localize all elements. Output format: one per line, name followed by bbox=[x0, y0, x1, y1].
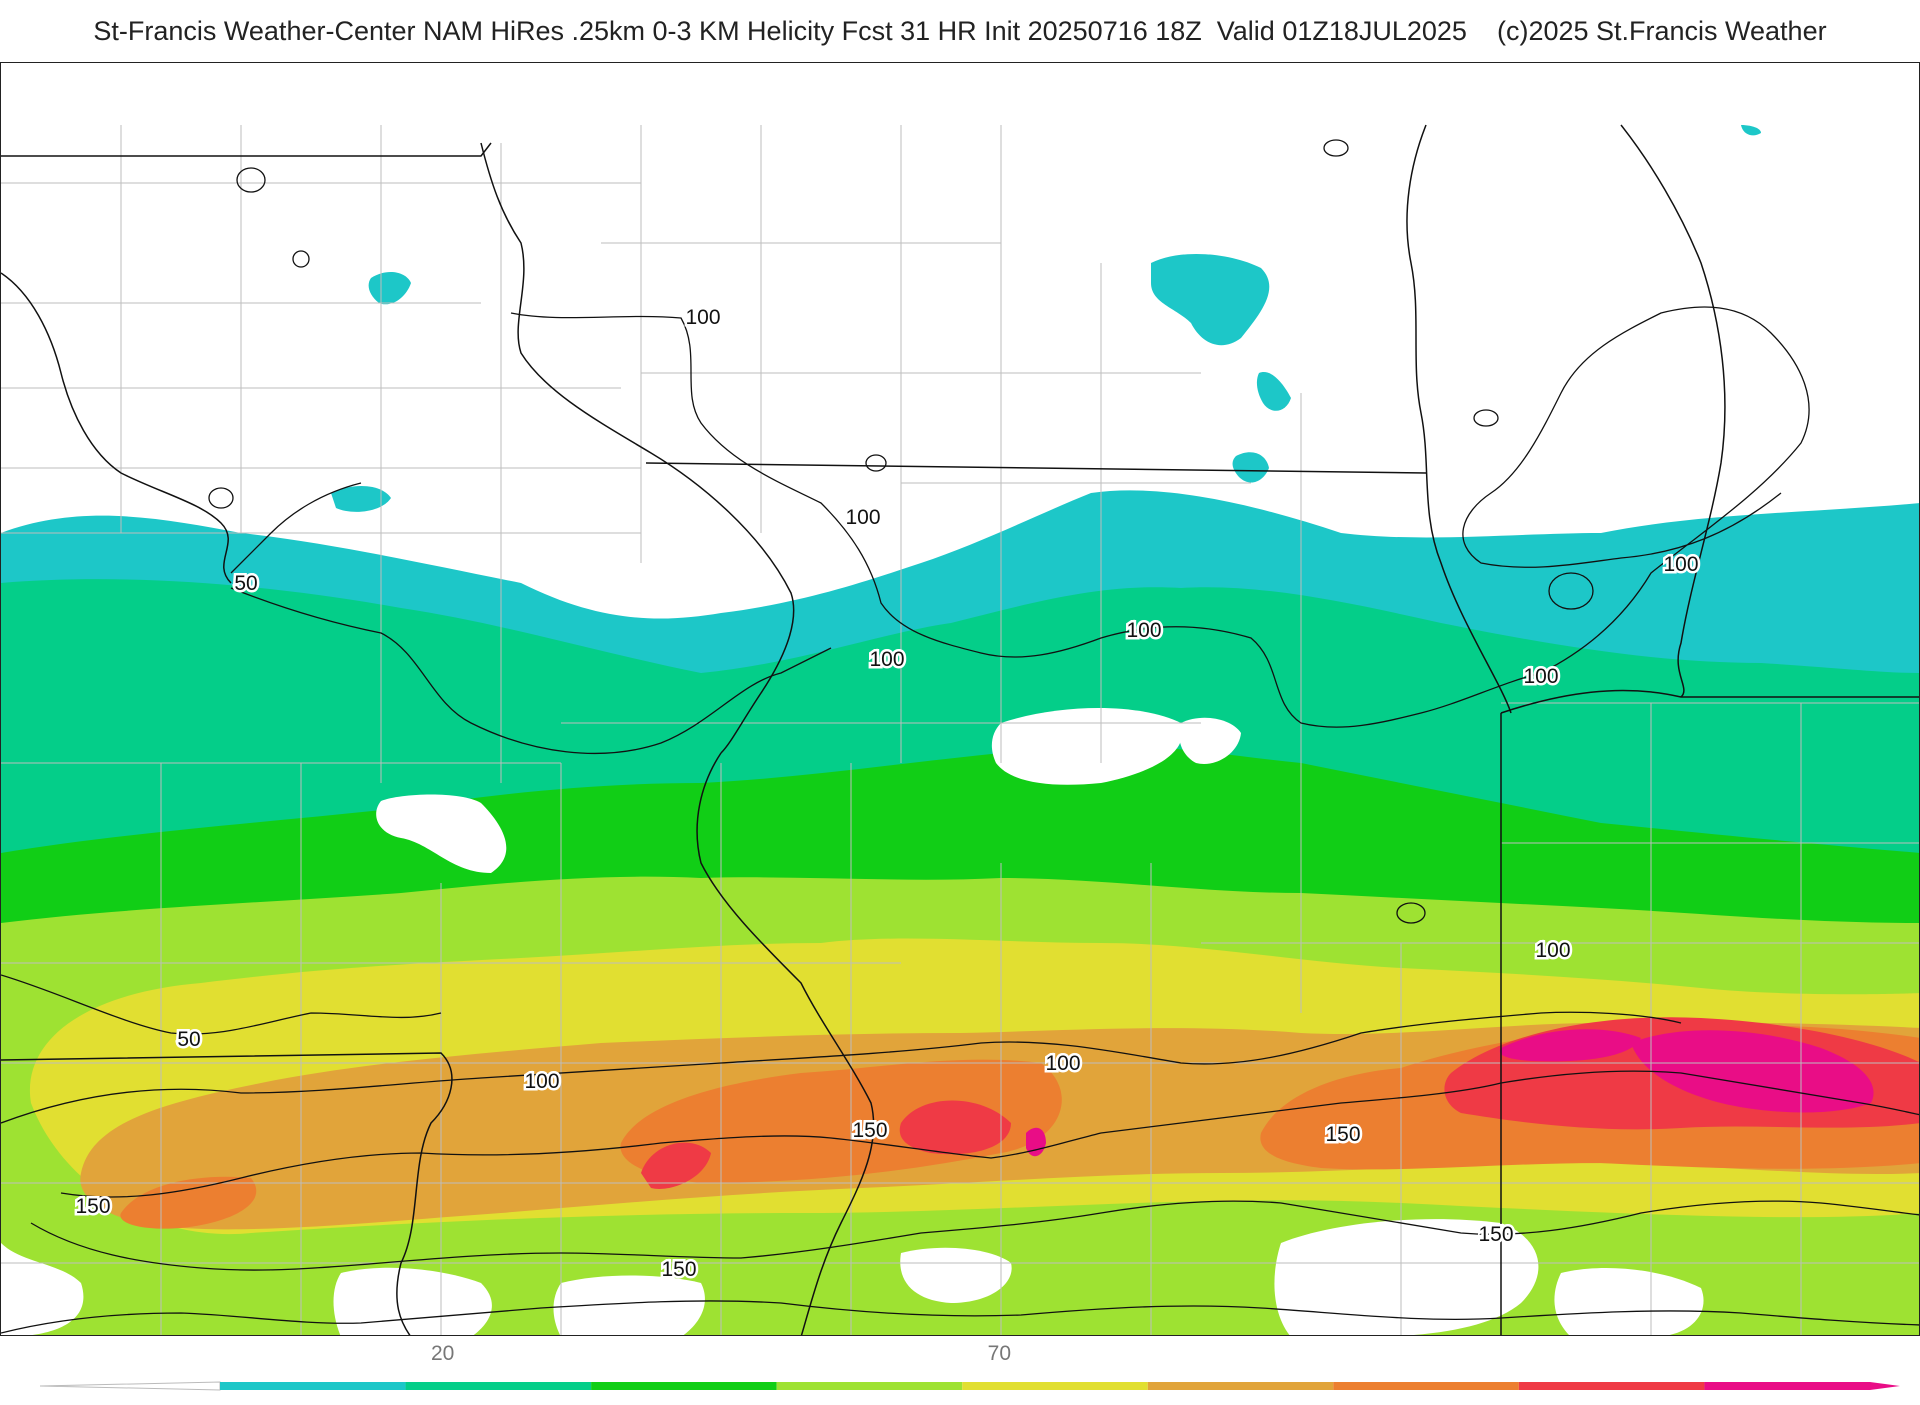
county-lines bbox=[1, 125, 1919, 1335]
helicity-patch-3 bbox=[1256, 372, 1291, 411]
colorbar-arrow-right bbox=[1870, 1382, 1900, 1390]
helicity-gap-8 bbox=[1274, 1219, 1539, 1335]
contour-label: 50 bbox=[177, 1028, 200, 1051]
colorbar-tick-label: 20 bbox=[430, 1342, 455, 1365]
helicity-gap-7 bbox=[900, 1247, 1012, 1303]
helicity-patch-4 bbox=[1232, 452, 1269, 483]
contour-label: 100 bbox=[869, 648, 904, 671]
contour-label: 100 bbox=[1523, 665, 1558, 688]
contour-50-south bbox=[1, 974, 442, 1035]
contour-50-north bbox=[230, 587, 832, 755]
contour-label: 50 bbox=[234, 572, 257, 595]
colorbar-swatch bbox=[220, 1382, 406, 1390]
colorbar-graphic bbox=[39, 1381, 1900, 1391]
border-mn-wi bbox=[480, 142, 795, 754]
contour-label: 100 bbox=[1535, 939, 1570, 962]
helicity-gap-6 bbox=[553, 1275, 705, 1335]
contour-labels: 50 50 100 100 100 100 100 100 100 100 10… bbox=[73, 304, 1701, 1284]
map-title: St-Francis Weather-Center NAM HiRes .25k… bbox=[93, 15, 1827, 46]
helicity-gap-3 bbox=[1179, 717, 1241, 764]
helicity-gap-9 bbox=[1554, 1268, 1704, 1335]
border-north-1 bbox=[1, 142, 492, 157]
contour-ring-3 bbox=[292, 250, 310, 268]
colorbar-swatch bbox=[591, 1382, 777, 1390]
contour-label: 150 bbox=[75, 1195, 110, 1218]
colorbar-swatch bbox=[405, 1382, 592, 1390]
contour-ring-8 bbox=[1396, 902, 1426, 924]
helicity-gap-4 bbox=[1, 1243, 84, 1335]
helicity-patch-2 bbox=[368, 271, 411, 305]
contour-label: 150 bbox=[852, 1119, 887, 1142]
contour-label: 100 bbox=[685, 306, 720, 329]
contour-label: 100 bbox=[1663, 553, 1698, 576]
colorbar-tick-label: 70 bbox=[987, 1342, 1012, 1365]
helicity-patch-1 bbox=[1151, 253, 1270, 346]
helicity-map: 50 50 100 100 100 100 100 100 100 100 10… bbox=[0, 62, 1920, 1336]
helicity-band-magenta bbox=[1026, 1029, 1874, 1157]
helicity-gap-1 bbox=[376, 794, 507, 873]
contour-label: 100 bbox=[1126, 619, 1161, 642]
border-lake-michigan bbox=[1406, 124, 1726, 714]
border-west bbox=[1, 272, 232, 584]
helicity-fill bbox=[1, 125, 1919, 1335]
border-ia-mo bbox=[1, 1052, 453, 1335]
colorbar-swatch bbox=[1333, 1382, 1519, 1390]
contour-lines bbox=[1, 139, 1919, 1334]
border-ia-mn bbox=[645, 462, 1427, 474]
county-grid-h2 bbox=[1, 702, 1919, 1264]
contour-label: 150 bbox=[1325, 1123, 1360, 1146]
contour-label: 100 bbox=[845, 506, 880, 529]
contour-150-mid bbox=[60, 1070, 1919, 1198]
colorbar-arrow-left bbox=[39, 1381, 221, 1391]
colorbar-swatch bbox=[1147, 1382, 1334, 1390]
contour-100-south bbox=[1, 1300, 1919, 1334]
helicity-patch-5 bbox=[331, 486, 391, 512]
contour-ring-5 bbox=[865, 454, 887, 472]
helicity-patch-6 bbox=[1741, 125, 1761, 136]
contour-100-north bbox=[510, 306, 1810, 728]
contour-label: 150 bbox=[661, 1258, 696, 1281]
contour-ring-4 bbox=[208, 487, 234, 509]
contour-ring-2 bbox=[236, 167, 266, 193]
colorbar-swatch bbox=[776, 1382, 963, 1390]
helicity-gap-5 bbox=[333, 1267, 492, 1335]
helicity-gap-2 bbox=[991, 708, 1183, 785]
contour-100-mid bbox=[1, 1011, 1682, 1124]
contour-label: 100 bbox=[524, 1070, 559, 1093]
border-mi-in bbox=[1500, 689, 1919, 714]
colorbar-swatch bbox=[1518, 1382, 1705, 1390]
border-mississippi bbox=[696, 752, 875, 1335]
contour-ring-7 bbox=[1548, 572, 1594, 610]
contour-150-south bbox=[30, 1200, 1919, 1271]
contour-label: 100 bbox=[1045, 1052, 1080, 1075]
contour-ring-6 bbox=[1473, 409, 1499, 427]
map-canvas: 50 50 100 100 100 100 100 100 100 100 10… bbox=[1, 124, 1919, 1335]
helicity-band-red bbox=[641, 1017, 1919, 1189]
colorbar-swatch bbox=[962, 1382, 1148, 1390]
contour-100-west bbox=[230, 482, 362, 574]
colorbar-swatch bbox=[1704, 1382, 1870, 1390]
contour-label: 150 bbox=[1478, 1223, 1513, 1246]
state-borders bbox=[1, 124, 1919, 1335]
contour-ring-1 bbox=[1323, 139, 1349, 157]
colorbar: 20 70 bbox=[0, 1336, 1920, 1400]
